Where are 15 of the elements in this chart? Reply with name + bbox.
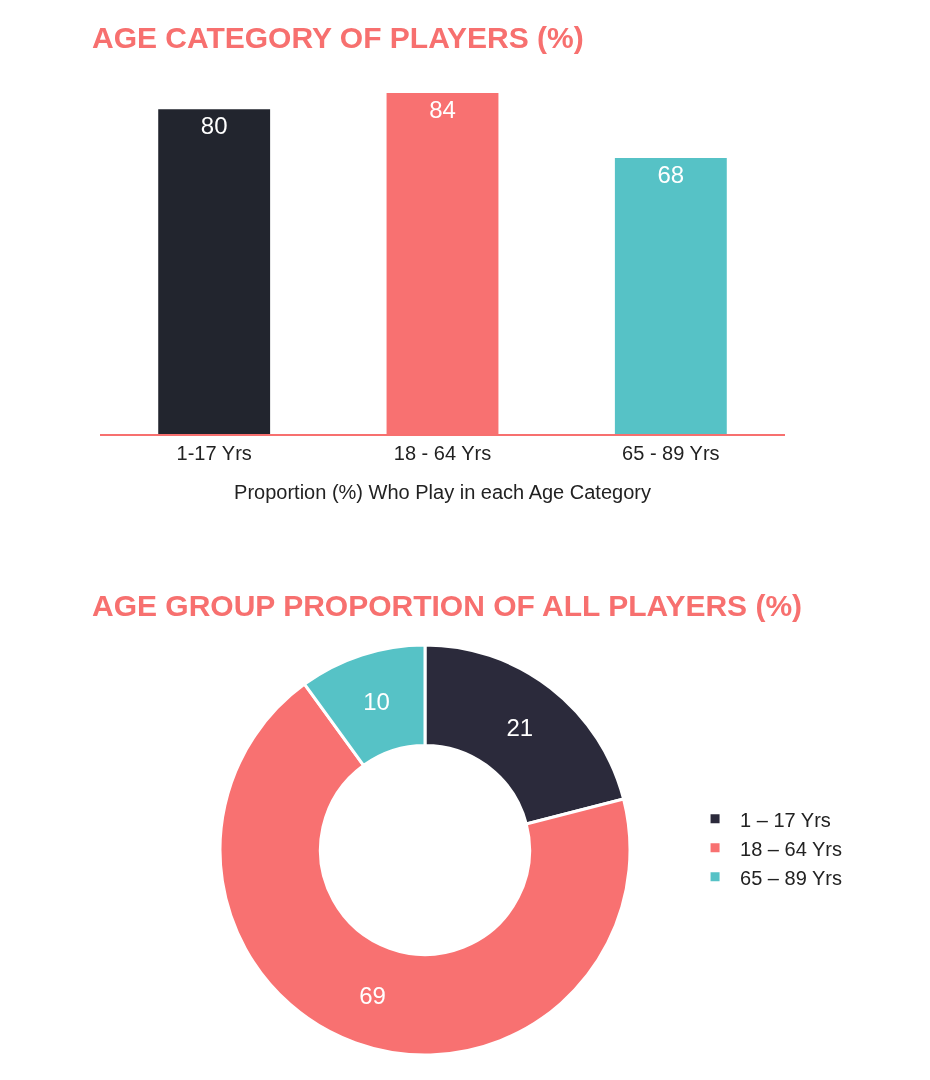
data-label: 80	[200, 112, 228, 140]
x-tick-label: 1-17 Yrs	[176, 442, 252, 464]
data-label: 21	[506, 714, 534, 742]
data-label: 69	[359, 982, 386, 1010]
data-label: 68	[657, 160, 685, 188]
legend-label: 1 – 17 Yrs	[740, 808, 831, 831]
chart-title: AGE CATEGORY OF PLAYERS (%)	[92, 20, 584, 54]
x-tick-label: 65 - 89 Yrs	[622, 442, 720, 464]
data-label: 10	[363, 687, 390, 715]
legend-label: 65 – 89 Yrs	[740, 866, 842, 889]
x-axis-title: Proportion (%) Who Play in each Age Category	[234, 481, 651, 503]
legend-label: 18 – 64 Yrs	[740, 837, 842, 860]
chart-title: AGE GROUP PROPORTION OF ALL PLAYERS (%)	[92, 588, 803, 622]
data-label: 84	[429, 95, 456, 123]
x-tick-label: 18 - 64 Yrs	[393, 442, 492, 464]
